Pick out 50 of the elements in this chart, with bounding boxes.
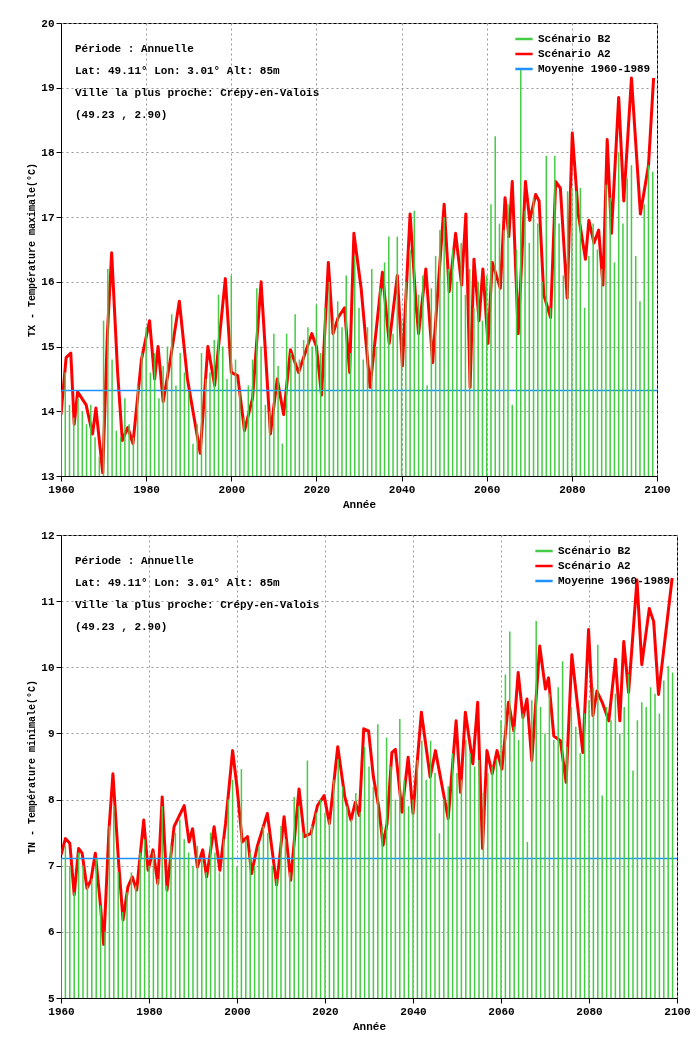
legend-label: Scénario A2: [538, 48, 611, 60]
x-tick-label: 1980: [133, 483, 160, 496]
legend-label: Scénario B2: [538, 33, 611, 45]
x-tick-label: 2040: [388, 483, 416, 496]
y-tick-label: 14: [41, 405, 55, 418]
y-tick-label: 11: [41, 595, 55, 608]
y-tick-label: 18: [41, 146, 55, 159]
y-tick-label: 12: [41, 529, 55, 542]
y-tick-label: 20: [41, 17, 55, 30]
legend-label: Scénario A2: [558, 560, 631, 572]
y-axis-title: TX - Température maximale(°C): [27, 162, 39, 338]
x-tick-label: 2100: [664, 1005, 691, 1018]
x-tick-label: 2060: [474, 483, 501, 496]
y-axis-title: TN - Température minimale(°C): [27, 679, 39, 855]
x-axis-title: Année: [352, 1020, 387, 1033]
annotation: (49.23 , 2.90): [75, 109, 168, 121]
y-tick-label: 17: [41, 211, 55, 224]
annotation: Période : Annuelle: [75, 43, 195, 55]
y-tick-label: 10: [41, 661, 55, 674]
annotation: Lat: 49.11° Lon: 3.01° Alt: 85m: [75, 577, 281, 589]
x-tick-label: 2000: [224, 1005, 251, 1018]
legend-label: Moyenne 1960-1989: [558, 575, 671, 587]
x-tick-label: 1960: [48, 1005, 75, 1018]
annotation: Période : Annuelle: [75, 555, 195, 567]
y-tick-label: 9: [47, 727, 55, 740]
x-tick-label: 2080: [576, 1005, 603, 1018]
annotation: Ville la plus proche: Crépy-en-Valois: [75, 87, 320, 99]
y-tick-label: 15: [41, 341, 55, 354]
x-tick-label: 2080: [559, 483, 586, 496]
y-tick-label: 8: [47, 794, 55, 807]
y-tick-label: 7: [47, 860, 55, 873]
y-tick-label: 6: [47, 926, 55, 939]
y-tick-label: 5: [47, 992, 55, 1005]
annotation: (49.23 , 2.90): [75, 621, 168, 633]
x-axis-title: Année: [342, 498, 377, 511]
legend-label: Moyenne 1960-1989: [538, 63, 651, 75]
x-tick-label: 2060: [488, 1005, 515, 1018]
x-tick-label: 2020: [312, 1005, 339, 1018]
annotation: Lat: 49.11° Lon: 3.01° Alt: 85m: [75, 65, 281, 77]
y-tick-label: 13: [41, 470, 55, 483]
x-tick-label: 2100: [644, 483, 671, 496]
legend-label: Scénario B2: [558, 545, 631, 557]
x-tick-label: 2000: [218, 483, 245, 496]
annotation: Ville la plus proche: Crépy-en-Valois: [75, 599, 320, 611]
x-tick-label: 1960: [48, 483, 75, 496]
x-tick-label: 2020: [303, 483, 331, 496]
y-tick-label: 16: [41, 276, 55, 289]
x-tick-label: 1980: [136, 1005, 163, 1018]
x-tick-label: 2040: [400, 1005, 427, 1018]
y-tick-label: 19: [41, 82, 55, 95]
